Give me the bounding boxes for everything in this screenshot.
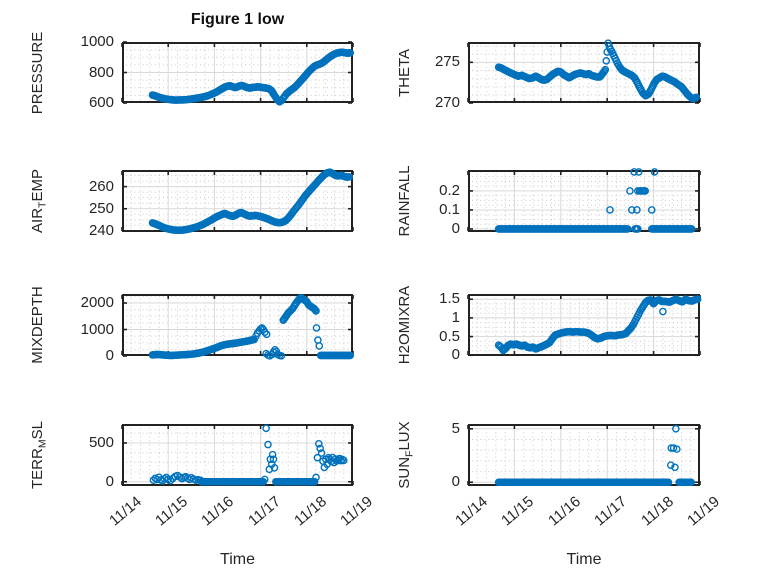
- ylabel-text: EMP: [29, 169, 46, 202]
- y-axis-label-sun_flux: SUNFLUX: [396, 385, 416, 525]
- tick-marks: [121, 171, 354, 232]
- y-tick-label: 600: [88, 94, 114, 111]
- ylabel-text: TERR: [29, 448, 46, 489]
- y-tick-label: 240: [88, 221, 114, 239]
- axes-box: [468, 294, 700, 356]
- ylabel-subscript: T: [36, 201, 49, 208]
- major-grid: [468, 170, 700, 232]
- y-axis-label-mixdepth: MIXDEPTH: [29, 255, 49, 395]
- minor-grid: [122, 424, 353, 486]
- data-markers: [149, 424, 348, 486]
- ylabel-text: THETA: [396, 48, 413, 97]
- ylabel-text: SL: [29, 421, 46, 440]
- subplot-terr_msl: [121, 424, 354, 486]
- data-markers: [494, 425, 695, 487]
- axes-box: [468, 424, 700, 486]
- y-axis-label-rainfall: RAINFALL: [396, 131, 416, 271]
- major-grid: [468, 424, 700, 486]
- ylabel-text: SUN: [396, 456, 413, 489]
- minor-grid: [468, 424, 700, 486]
- data-markers: [494, 295, 702, 355]
- data-markers: [148, 168, 354, 235]
- data-markers: [148, 48, 355, 106]
- y-tick-label: 0: [105, 347, 114, 364]
- tick-marks: [121, 425, 354, 485]
- subplot-theta: [467, 39, 701, 104]
- axes-box: [468, 170, 700, 232]
- ylabel-text: AIR: [29, 207, 46, 233]
- data-markers: [494, 39, 701, 103]
- subplot-pressure: [121, 41, 355, 106]
- y-axis-label-pressure: PRESSURE: [29, 3, 49, 143]
- y-tick-label: 500: [88, 433, 114, 451]
- y-tick-label: 250: [88, 199, 114, 217]
- tick-marks: [467, 43, 701, 104]
- y-tick-label: 0.1: [439, 200, 460, 218]
- y-tick-label: 0: [451, 473, 460, 491]
- tick-marks: [467, 425, 701, 485]
- ylabel-text: RAINFALL: [396, 165, 413, 237]
- y-tick-label: 0: [451, 346, 460, 364]
- subplot-sun_flux: [467, 424, 701, 487]
- figure-title: Figure 1 low: [190, 11, 285, 28]
- y-tick-label: 0.5: [439, 327, 460, 345]
- x-tick-label: 11/16: [198, 493, 238, 530]
- y-tick-label: 5: [451, 419, 460, 437]
- subplot-h2omixra: [467, 294, 702, 357]
- y-tick-label: 0: [451, 219, 460, 237]
- x-axis-label-right: Time: [566, 551, 602, 568]
- axes-box: [122, 170, 353, 232]
- y-tick-label: 800: [88, 63, 114, 81]
- y-tick-label: 1: [451, 308, 460, 326]
- y-axis-label-h2omixra: H2OMIXRA: [396, 255, 416, 395]
- tick-marks: [467, 295, 701, 357]
- x-tick-label: 11/17: [244, 493, 284, 530]
- data-markers: [494, 168, 696, 233]
- ylabel-subscript: F: [403, 450, 416, 457]
- y-tick-label: 260: [88, 177, 114, 195]
- y-axis-label-terr_msl: TERRMSL: [29, 385, 49, 525]
- x-axis-label-left: Time: [220, 551, 255, 568]
- y-tick-label: 1000: [80, 320, 114, 338]
- ylabel-text: PRESSURE: [29, 31, 46, 114]
- subplot-air_temp: [121, 168, 354, 235]
- x-tick-label: 11/15: [498, 493, 538, 530]
- y-axis-label-theta: THETA: [396, 3, 416, 143]
- data-markers: [148, 293, 355, 360]
- ylabel-text: H2OMIXRA: [396, 285, 413, 365]
- y-tick-label: 275: [434, 53, 460, 71]
- ylabel-subscript: M: [36, 439, 49, 449]
- x-tick-label: 11/18: [637, 493, 677, 530]
- y-axis-label-air_temp: AIRTEMP: [29, 131, 49, 271]
- minor-grid: [468, 170, 700, 232]
- y-tick-label: 2000: [80, 294, 114, 311]
- subplot-rainfall: [467, 168, 701, 233]
- tick-marks: [467, 171, 701, 231]
- y-tick-label: 1000: [80, 33, 114, 50]
- y-tick-label: 0: [105, 472, 114, 490]
- y-tick-label: 270: [434, 94, 460, 111]
- subplot-mixdepth: [121, 293, 355, 360]
- ylabel-text: MIXDEPTH: [29, 286, 46, 364]
- y-tick-label: 1.5: [439, 290, 460, 308]
- axes-box: [468, 42, 700, 103]
- axes-box: [122, 294, 353, 356]
- ylabel-text: LUX: [396, 421, 413, 451]
- y-tick-label: 0.2: [439, 181, 460, 199]
